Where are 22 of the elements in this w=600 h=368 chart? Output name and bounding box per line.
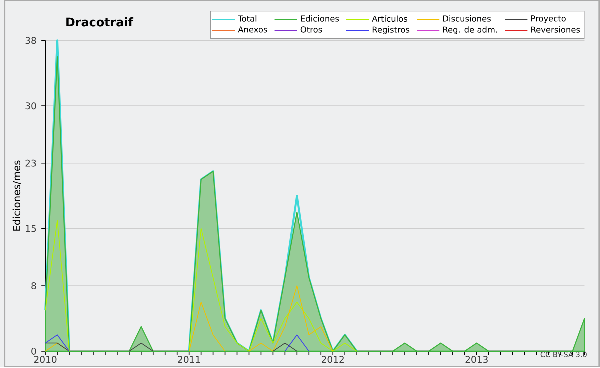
x-tick-label: 2010 — [34, 356, 57, 364]
x-tick-label: 2013 — [466, 356, 488, 364]
y-tick-label: 30 — [26, 102, 36, 110]
y-tick-label: 8 — [32, 282, 36, 290]
chart-title: Dracotraif — [66, 18, 134, 27]
legend-label: Discusiones — [443, 16, 491, 22]
legend-label: Proyecto — [532, 16, 566, 24]
y-tick-label: 23 — [26, 160, 36, 168]
legend-label: Artículos — [372, 16, 408, 22]
y-axis-title: Ediciones/mes — [12, 160, 22, 232]
y-tick-label: 0 — [32, 348, 36, 356]
x-tick-label: 2012 — [322, 356, 344, 364]
legend-label: Reg. de adm. — [443, 26, 498, 35]
legend-label: Otros — [300, 26, 322, 34]
y-tick-label: 38 — [26, 37, 36, 44]
legend-label: Total — [238, 16, 257, 22]
y-tick-label: 15 — [26, 226, 36, 232]
legend-label: Registros — [372, 26, 410, 35]
legend-label: Reversiones — [532, 26, 580, 34]
legend-label: Ediciones — [301, 16, 340, 22]
x-tick-label: 2011 — [178, 356, 200, 364]
legend-label: Anexos — [238, 26, 268, 34]
